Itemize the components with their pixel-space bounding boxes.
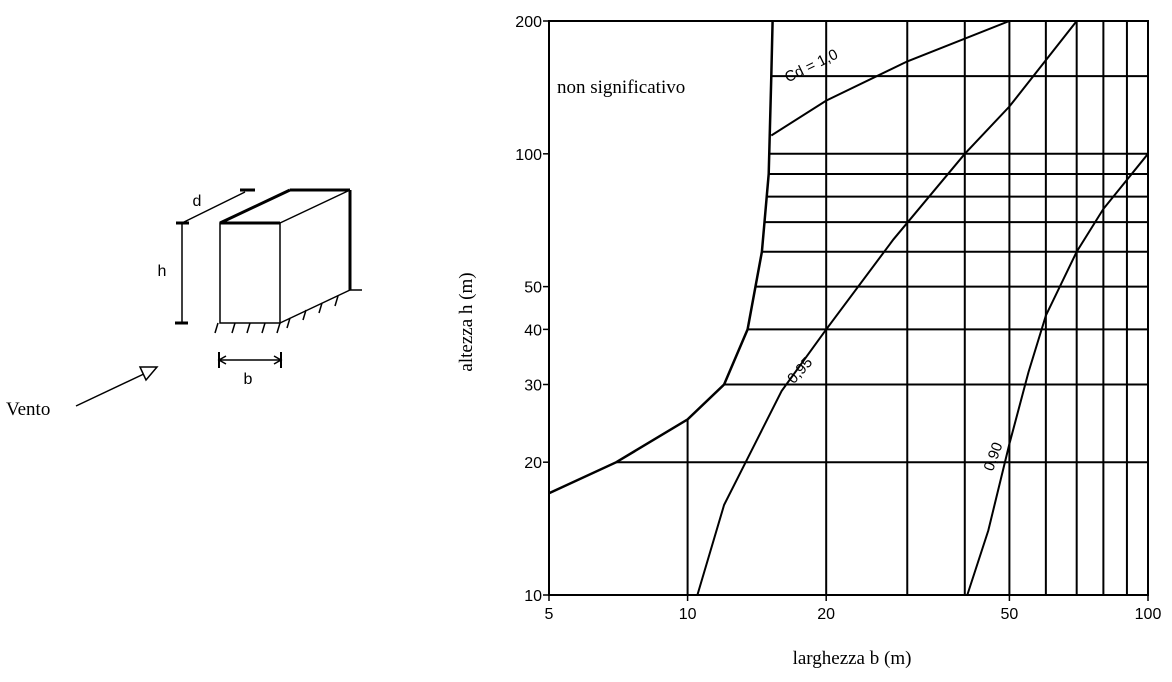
y-tick-label: 30 [524,377,542,394]
x-tick-label: 50 [1001,606,1019,623]
dim-h-label: h [158,263,167,280]
curve-0-95 [696,20,1078,596]
series-label-cd: Cd = 1,0 [782,46,841,86]
ground-hatching [214,289,362,334]
wind-arrow [75,371,149,407]
y-tick-label: 20 [524,455,542,472]
x-tick-label: 20 [817,606,835,623]
boundary-curve [548,20,774,495]
wind-label: Vento [6,399,50,420]
wind-arrow-head [138,366,159,382]
y-tick-label: 200 [515,14,542,31]
y-tick-label: 10 [524,588,542,605]
y-axis-label: altezza h (m) [456,272,477,371]
x-axis-label: larghezza b (m) [793,648,912,669]
boundary-annotation: non significativo [557,77,685,98]
x-tick-label: 10 [679,606,697,623]
x-tick-label: 5 [545,606,554,623]
plot-frame [548,20,1149,596]
y-tick-label: 40 [524,322,542,339]
y-tick-label: 100 [515,147,542,164]
curve-cd-1-0 [770,20,1086,137]
building-front-face [219,222,281,324]
dim-b-label: b [244,371,253,388]
building-sketch [75,188,362,407]
curve-0-90 [966,153,1149,596]
chart-grid [616,21,1148,595]
y-tick-label: 50 [524,280,542,297]
x-tick-label: 100 [1135,606,1162,623]
dim-d-label: d [193,193,202,210]
chart-curves [548,20,1149,596]
